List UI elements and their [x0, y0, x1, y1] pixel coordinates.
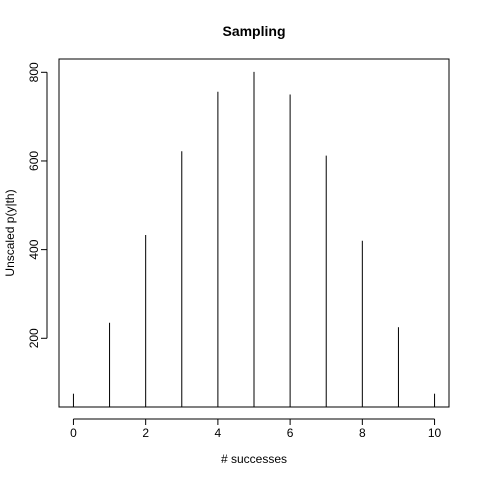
x-tick-label-0: 0 — [70, 426, 77, 440]
y-tick-label-200: 200 — [27, 328, 41, 348]
x-tick-label-8: 8 — [359, 426, 366, 440]
x-axis-label: # successes — [221, 452, 287, 466]
x-tick-label-2: 2 — [142, 426, 149, 440]
y-tick-label-600: 600 — [27, 151, 41, 171]
y-tick-label-400: 400 — [27, 239, 41, 259]
chart-title: Sampling — [222, 23, 285, 39]
y-axis-label: Unscaled p(y|th) — [3, 189, 17, 276]
bar-series — [73, 72, 434, 407]
y-axis: 200 400 600 800 — [27, 62, 47, 348]
x-tick-label-10: 10 — [428, 426, 442, 440]
x-axis: 0 2 4 6 8 10 — [70, 419, 441, 440]
x-tick-label-6: 6 — [287, 426, 294, 440]
x-tick-label-4: 4 — [215, 426, 222, 440]
y-tick-label-800: 800 — [27, 62, 41, 82]
